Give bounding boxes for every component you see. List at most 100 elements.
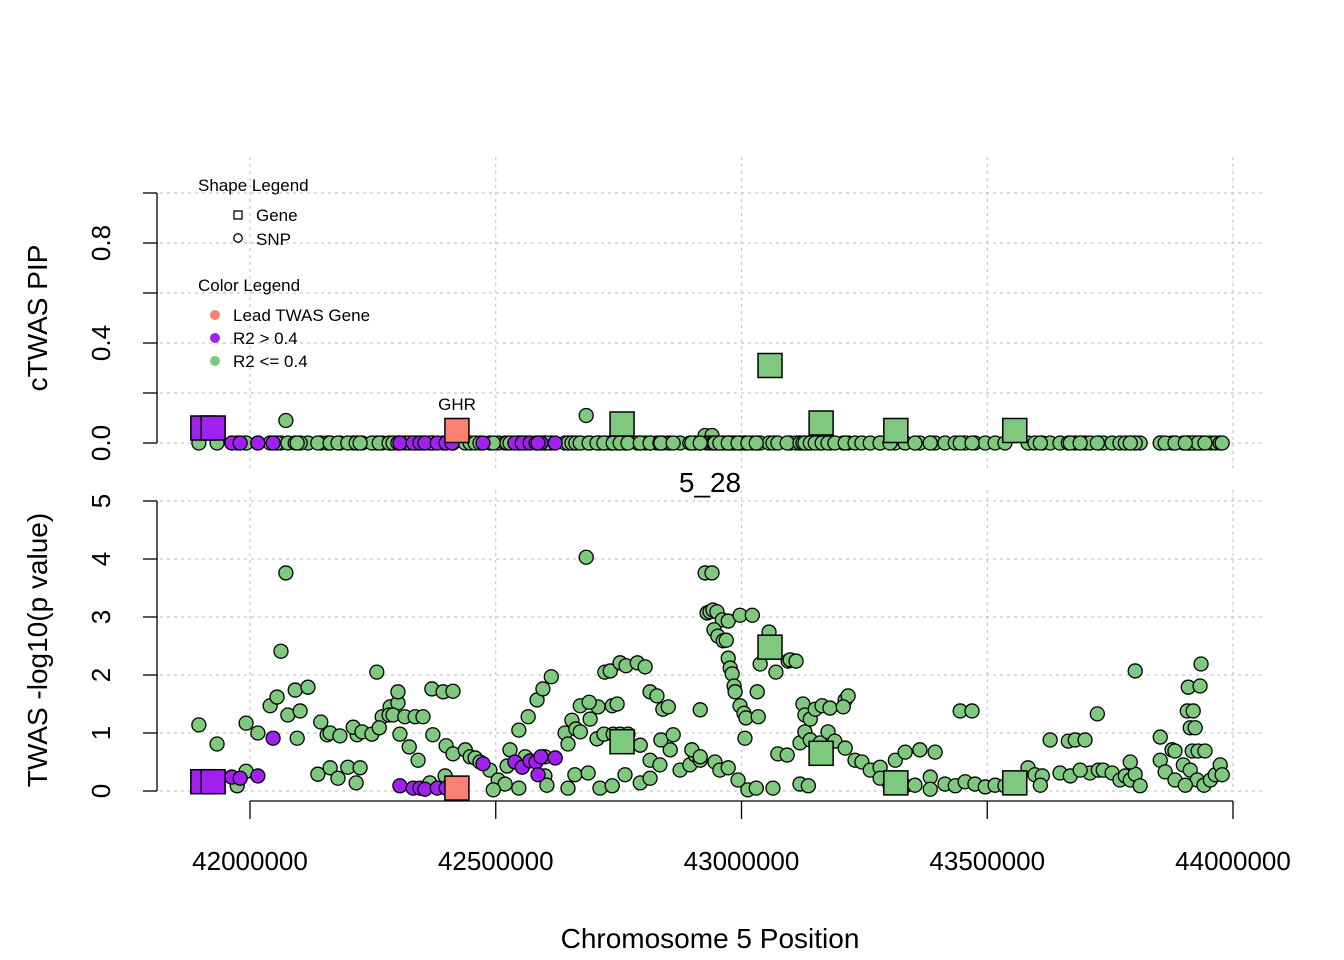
snp-point: [704, 565, 720, 581]
pip-panel-points: [190, 352, 1230, 451]
x-axis-title: Chromosome 5 Position: [561, 923, 860, 954]
gene-point: [200, 415, 226, 441]
color-legend-title: Color Legend: [198, 276, 300, 295]
snp-point: [718, 632, 734, 648]
snp-point: [287, 682, 303, 698]
snp-point: [1185, 703, 1201, 719]
snp-point: [1152, 729, 1168, 745]
snp-point: [352, 435, 368, 451]
twas-y-tick-label: 2: [86, 668, 116, 682]
gene-point: [808, 740, 834, 767]
snp-point: [609, 696, 625, 712]
snp-point: [779, 747, 795, 763]
gene-point: [883, 417, 909, 444]
snp-point: [768, 664, 784, 680]
gene-point: [609, 728, 635, 755]
snp-point: [265, 730, 281, 746]
snp-point: [692, 435, 708, 451]
snp-point: [572, 724, 588, 740]
snp-point: [727, 684, 743, 700]
snp-point: [1089, 706, 1105, 722]
snp-point: [720, 760, 736, 776]
snp-point: [289, 730, 305, 746]
snp-point: [289, 435, 305, 451]
snp-point: [269, 689, 285, 705]
snp-point: [547, 750, 563, 766]
gene-point: [200, 768, 226, 795]
snp-point: [800, 778, 816, 794]
snp-point: [637, 659, 653, 675]
snp-point: [602, 663, 618, 679]
snp-point: [560, 736, 576, 752]
snp-point: [410, 752, 426, 768]
gene-point-ghr: [444, 417, 470, 444]
x-tick-label: 43500000: [929, 846, 1045, 876]
snp-point: [250, 435, 266, 451]
snp-point: [415, 709, 431, 725]
snp-point: [390, 684, 406, 700]
snp-point: [788, 653, 804, 669]
snp-point: [392, 435, 408, 451]
legend-snp-label: SNP: [256, 230, 291, 249]
twas-y-tick-label: 0: [86, 784, 116, 798]
snp-point: [278, 565, 294, 581]
snp-point: [475, 435, 491, 451]
snp-point: [578, 407, 594, 424]
gene-point: [1002, 770, 1028, 796]
snp-point: [665, 435, 681, 451]
snp-point: [604, 778, 620, 794]
snp-point: [927, 744, 943, 760]
snp-point: [642, 770, 658, 786]
snp-point: [1032, 777, 1048, 793]
twas-y-tick-label: 3: [86, 610, 116, 624]
snp-point: [1122, 754, 1138, 770]
snp-point: [265, 435, 281, 451]
snp-point: [1077, 732, 1093, 748]
snp-point: [1132, 778, 1148, 794]
snp-point: [547, 435, 563, 451]
snp-point: [1127, 663, 1143, 679]
low-r2-color-icon: [210, 356, 220, 366]
snp-point: [887, 752, 903, 768]
snp-point: [1177, 777, 1193, 793]
gene-point: [757, 634, 783, 660]
snp-point: [748, 780, 764, 796]
snp-point: [1187, 720, 1203, 736]
snp-point: [922, 781, 938, 797]
snp-point: [369, 664, 385, 680]
snp-point: [897, 744, 913, 760]
snp-point: [1214, 435, 1230, 451]
pip-y-axis-title: cTWAS PIP: [22, 245, 53, 392]
snp-point: [352, 760, 368, 776]
snp-point: [330, 770, 346, 786]
snp-point: [580, 765, 596, 781]
snp-point: [273, 643, 289, 659]
snp-point: [592, 780, 608, 796]
tick-marks: [143, 192, 1234, 819]
snp-point: [765, 780, 781, 796]
snp-point: [1197, 435, 1213, 451]
gene-point: [609, 411, 635, 437]
snp-point: [1042, 732, 1058, 748]
snp-point: [485, 782, 501, 798]
pip-y-tick-label: 0.8: [86, 225, 116, 261]
snp-point: [964, 703, 980, 719]
snp-point: [1177, 435, 1193, 451]
twas-y-tick-label: 5: [86, 494, 116, 508]
snp-point: [292, 703, 308, 719]
snp-point: [665, 727, 681, 743]
x-tick-label: 43000000: [684, 846, 800, 876]
snp-point: [543, 669, 559, 685]
snp-point: [401, 739, 417, 755]
snp-point: [533, 749, 549, 765]
gene-point: [757, 352, 783, 379]
pip-y-tick-label: 0.4: [86, 325, 116, 361]
shape-legend-title: Shape Legend: [198, 176, 309, 195]
snp-point: [1032, 435, 1048, 451]
snp-point: [1192, 678, 1208, 694]
snp-point: [779, 435, 795, 451]
snp-point: [922, 435, 938, 451]
snp-point: [322, 760, 338, 776]
gene-point: [883, 770, 909, 796]
snp-shape-icon: [233, 233, 243, 243]
